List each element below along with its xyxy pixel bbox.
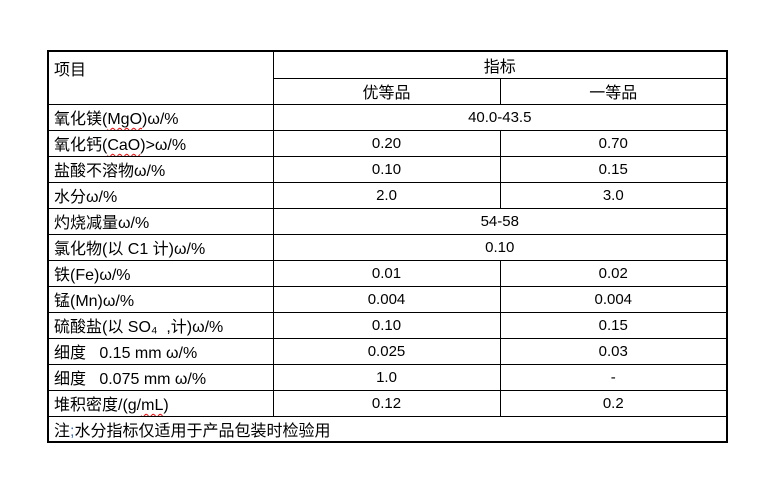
header-indicator-cell: 指标	[272, 50, 728, 79]
spellcheck-underline: CaO	[107, 137, 141, 154]
text-run: 堆积密度/(g/	[54, 397, 142, 414]
spec-value: 0.01	[272, 259, 501, 287]
spec-value-merged: 54-58	[272, 207, 728, 235]
text-run: 水分指标仅适用于产品包装时检验用	[74, 422, 331, 440]
spellcheck-underline: MgO	[107, 111, 143, 128]
spec-value: 1.0	[272, 363, 501, 391]
text-run: )	[163, 397, 169, 414]
table-row: 细度 0.075 mm ω/% 1.0-	[47, 363, 728, 391]
spec-label: 细度 0.15 mm ω/%	[47, 337, 274, 365]
spec-label: 硫酸盐(以 SO₄ ,计)ω/%	[47, 311, 274, 339]
spec-label: 氯化物(以 C1 计)ω/%	[47, 233, 274, 261]
spec-rows: 氧化镁(MgO)ω/% 40.0-43.5 氧化钙(CaO)>ω/% 0.20 0.70…	[47, 103, 728, 417]
text-run: 注	[54, 422, 71, 440]
table-row: 盐酸不溶物ω/% 0.10 0.15	[47, 155, 728, 183]
table-row: 细度 0.15 mm ω/% 0.025 0.03	[47, 337, 728, 365]
spec-value: 0.15	[499, 311, 728, 339]
spec-value: 0.03	[499, 337, 728, 365]
spec-value: 0.004	[499, 285, 728, 313]
text-run: 盐酸不溶物ω/%	[54, 163, 166, 180]
spec-value: 0.20	[272, 129, 501, 157]
spec-label: 细度 0.075 mm ω/%	[47, 363, 274, 391]
spec-value: 0.10	[272, 155, 501, 183]
header-item-cell: 项目	[47, 50, 274, 105]
table-row: 硫酸盐(以 SO₄ ,计)ω/% 0.10 0.15	[47, 311, 728, 339]
spec-value: 0.025	[272, 337, 501, 365]
text-run: 氧化钙(	[54, 137, 108, 154]
header-grade-first: 一等品	[499, 77, 728, 105]
table-header: 项目 指标 优等品 一等品	[47, 50, 728, 105]
spec-label: 水分ω/%	[47, 181, 274, 209]
text-run: 铁(Fe)ω/%	[54, 267, 131, 284]
text-run: )ω/%	[142, 111, 179, 128]
header-row-indicator: 项目 指标	[47, 50, 728, 105]
spec-value-merged: 0.10	[272, 233, 728, 261]
spec-value: 0.02	[499, 259, 728, 287]
spec-label: 锰(Mn)ω/%	[47, 285, 274, 313]
spec-label: 堆积密度/(g/mL)	[47, 389, 274, 417]
spec-value: 0.2	[499, 389, 728, 417]
table-row: 氧化钙(CaO)>ω/% 0.20 0.70	[47, 129, 728, 157]
spec-label: 氧化钙(CaO)>ω/%	[47, 129, 274, 157]
table-note: 注;水分指标仅适用于产品包装时检验用	[47, 415, 728, 442]
spec-label: 铁(Fe)ω/%	[47, 259, 274, 287]
spec-value: 3.0	[499, 181, 728, 209]
table-row: 氯化物(以 C1 计)ω/% 0.10	[47, 233, 728, 261]
text-run: 细度 0.15 mm ω/%	[54, 345, 198, 362]
text-run: 灼烧减量ω/%	[54, 215, 150, 232]
table-row: 锰(Mn)ω/% 0.004 0.004	[47, 285, 728, 313]
spec-value: 0.12	[272, 389, 501, 417]
table-footer: 注;水分指标仅适用于产品包装时检验用	[47, 415, 728, 442]
text-run: )>ω/%	[140, 137, 187, 154]
text-run: 硫酸盐(以 SO₄ ,计)ω/%	[54, 319, 224, 336]
table-row: 氧化镁(MgO)ω/% 40.0-43.5	[47, 103, 728, 131]
spec-value: -	[499, 363, 728, 391]
table-row: 水分ω/% 2.0 3.0	[47, 181, 728, 209]
spec-table: 项目 指标 优等品 一等品 氧化镁(MgO)ω/% 40.0-43.5 氧化钙(Ca…	[47, 50, 729, 443]
spec-label: 氧化镁(MgO)ω/%	[47, 103, 274, 131]
spec-value: 0.10	[272, 311, 501, 339]
grammar-mark: ;	[70, 422, 75, 440]
spec-value: 2.0	[272, 181, 501, 209]
text-run: 水分ω/%	[54, 189, 118, 206]
table-row: 灼烧减量ω/% 54-58	[47, 207, 728, 235]
spec-value-merged: 40.0-43.5	[272, 103, 728, 131]
text-run: 锰(Mn)ω/%	[54, 293, 135, 310]
table-row: 堆积密度/(g/mL) 0.12 0.2	[47, 389, 728, 417]
spec-value: 0.70	[499, 129, 728, 157]
text-run: 氯化物(以 C1 计)ω/%	[54, 241, 206, 258]
spec-label: 灼烧减量ω/%	[47, 207, 274, 235]
header-row-grades: 优等品 一等品	[48, 77, 728, 105]
text-run: 细度 0.075 mm ω/%	[54, 371, 207, 388]
text-run: 氧化镁(	[54, 111, 108, 128]
spellcheck-underline: mL	[141, 397, 164, 414]
header-grade-premium: 优等品	[272, 77, 501, 105]
table-row: 铁(Fe)ω/% 0.01 0.02	[47, 259, 728, 287]
note-row: 注;水分指标仅适用于产品包装时检验用	[47, 415, 728, 442]
spec-value: 0.15	[499, 155, 728, 183]
spec-label: 盐酸不溶物ω/%	[47, 155, 274, 183]
spec-value: 0.004	[272, 285, 501, 313]
